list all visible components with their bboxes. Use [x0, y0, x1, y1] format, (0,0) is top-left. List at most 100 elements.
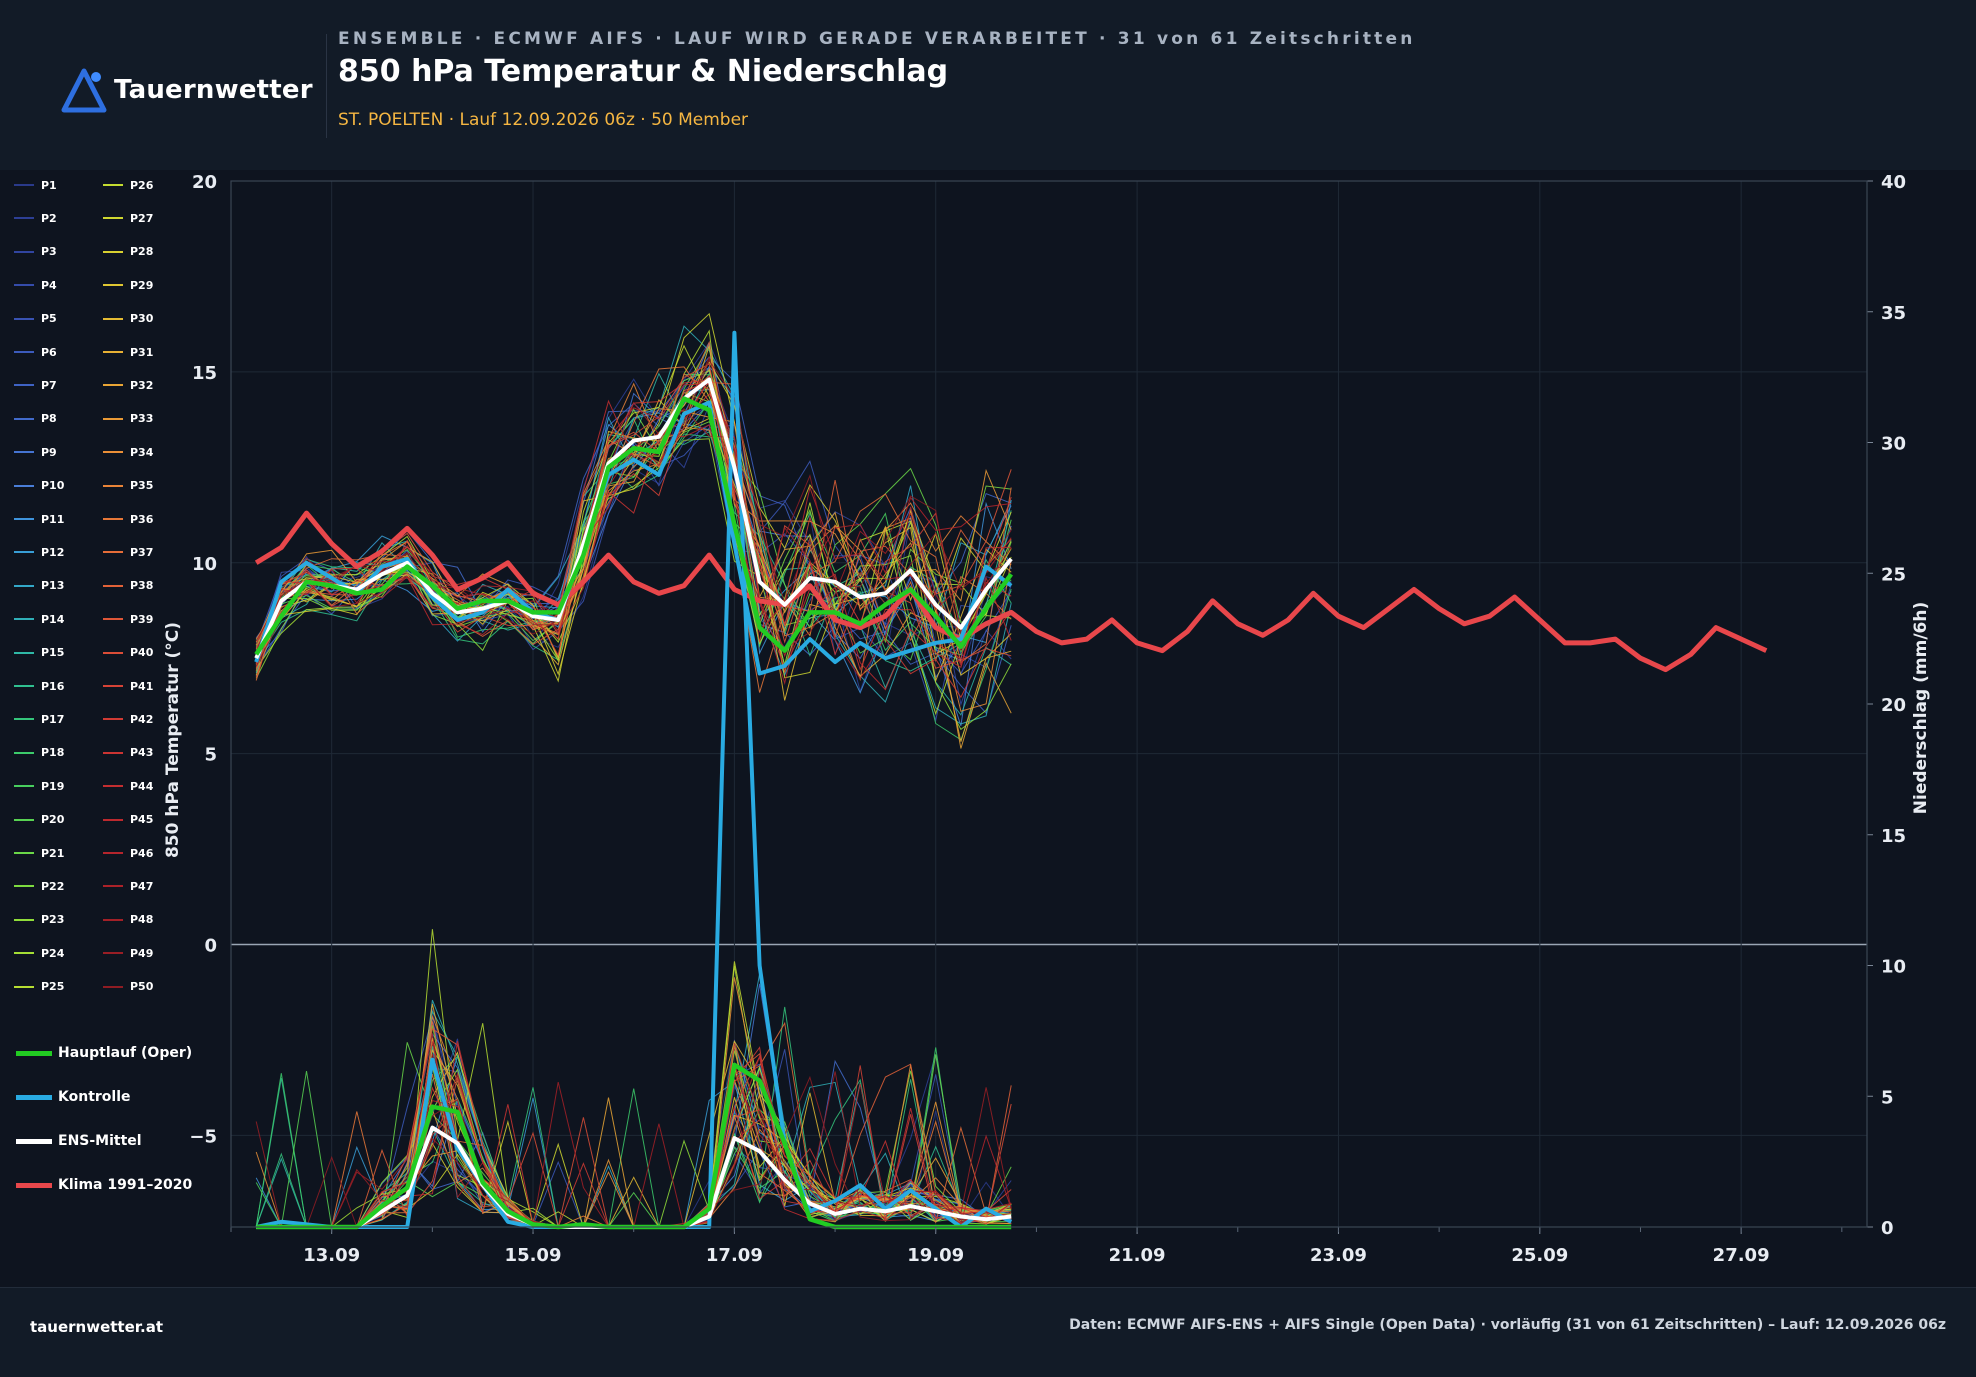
legend-swatch — [14, 584, 34, 587]
legend-swatch — [14, 818, 34, 821]
legend-item: P44 — [103, 779, 153, 793]
legend-swatch — [16, 1094, 52, 1100]
y-tick-label: 5 — [204, 745, 217, 766]
legend-swatch — [14, 317, 34, 320]
legend-item: P28 — [103, 245, 153, 259]
legend-label: P8 — [41, 412, 57, 426]
legend-label: Hauptlauf (Oper) — [58, 1045, 193, 1061]
y2-tick-label: 10 — [1881, 957, 1906, 978]
legend-label: P28 — [130, 245, 154, 259]
legend-swatch — [103, 985, 123, 988]
legend-swatch — [14, 918, 34, 921]
mean-temp-line — [254, 377, 1013, 660]
legend-swatch — [103, 417, 123, 420]
legend-label: P43 — [130, 746, 154, 760]
legend-item: P27 — [103, 211, 153, 225]
footer-site[interactable]: tauernwetter.at — [30, 1318, 164, 1336]
y2-tick-label: 0 — [1881, 1218, 1894, 1239]
member-temp-line-P34 — [255, 426, 1012, 712]
legend-swatch — [14, 250, 34, 253]
legend-swatch — [14, 718, 34, 721]
legend-label: P44 — [130, 779, 154, 793]
legend-item: P6 — [14, 345, 57, 359]
legend-item: P12 — [14, 545, 64, 559]
header-divider — [326, 34, 327, 138]
legend-item: P1 — [14, 178, 57, 192]
legend-swatch — [14, 952, 34, 955]
legend-item: P38 — [103, 579, 153, 593]
y-tick-label: −5 — [189, 1126, 217, 1147]
x-tick-label: 13.09 — [303, 1245, 360, 1266]
footer: tauernwetter.at Daten: ECMWF AIFS-ENS + … — [0, 1287, 1976, 1377]
oper-temp-line — [254, 396, 1014, 656]
legend-label: P4 — [41, 278, 57, 292]
y-tick-label: 20 — [192, 172, 217, 193]
member-temp-line-P36 — [255, 366, 1012, 693]
legend-item: P26 — [103, 178, 153, 192]
legend-item: P8 — [14, 412, 57, 426]
legend-label: P27 — [130, 211, 154, 225]
legend-label: P20 — [41, 813, 65, 827]
legend-item: P29 — [103, 278, 153, 292]
legend-label: P38 — [130, 579, 154, 593]
legend-label: P16 — [41, 679, 65, 693]
legend-label: P46 — [130, 846, 154, 860]
legend-item: P2 — [14, 211, 57, 225]
legend-item: P36 — [103, 512, 153, 526]
legend-swatch — [16, 1050, 52, 1056]
y-axis-label: 850 hPa Temperatur (°C) — [163, 622, 183, 858]
legend-item: P45 — [103, 813, 153, 827]
logo[interactable]: Tauernwetter — [60, 66, 313, 114]
legend-label: P33 — [130, 412, 154, 426]
member-temp-line-P14 — [255, 325, 1012, 725]
legend-swatch — [14, 785, 34, 788]
legend-swatch — [14, 417, 34, 420]
legend-swatch — [103, 952, 123, 955]
member-temp-line-P3 — [255, 403, 1012, 707]
member-temp-line-P45 — [255, 383, 1012, 667]
legend-swatch — [14, 451, 34, 454]
legend-swatch — [14, 351, 34, 353]
legend-label: P3 — [41, 245, 57, 259]
legend-swatch — [14, 518, 34, 520]
plot-area — [231, 181, 1867, 1227]
legend-label: Kontrolle — [58, 1089, 131, 1105]
legend-item: P32 — [103, 378, 153, 392]
logo-text: Tauernwetter — [114, 75, 313, 105]
legend-swatch — [103, 551, 123, 554]
legend-item: P31 — [103, 345, 153, 359]
y2-tick-label: 20 — [1881, 695, 1906, 716]
legend-item: P3 — [14, 245, 57, 259]
y-tick-label: 15 — [192, 363, 217, 384]
legend-item-oper: Hauptlauf (Oper) — [16, 1043, 192, 1063]
y2-tick-label: 35 — [1881, 303, 1906, 324]
legend-item: P15 — [14, 646, 64, 660]
y2-tick-label: 30 — [1881, 434, 1906, 455]
legend-swatch — [14, 184, 34, 186]
legend-swatch — [103, 284, 123, 287]
legend-label: P30 — [130, 312, 154, 326]
legend-swatch — [103, 785, 123, 788]
x-tick-label: 23.09 — [1310, 1245, 1367, 1266]
legend-item: P20 — [14, 813, 64, 827]
legend-item: P35 — [103, 479, 153, 493]
x-tick-label: 15.09 — [505, 1245, 562, 1266]
legend-item: P49 — [103, 946, 153, 960]
legend-swatch — [14, 384, 34, 387]
legend-swatch — [14, 751, 34, 754]
legend-label: P42 — [130, 712, 154, 726]
legend-item-mean: ENS-Mittel — [16, 1131, 142, 1151]
legend-label: P10 — [41, 479, 65, 493]
legend-item: P9 — [14, 445, 57, 459]
legend-item: P5 — [14, 312, 57, 326]
legend-item: P22 — [14, 879, 64, 893]
legend-item: P21 — [14, 846, 64, 860]
legend-swatch — [103, 651, 123, 654]
legend-item: P43 — [103, 746, 153, 760]
legend-item: P23 — [14, 913, 64, 927]
x-tick-label: 27.09 — [1713, 1245, 1770, 1266]
legend-label: P9 — [41, 445, 57, 459]
legend-item: P19 — [14, 779, 64, 793]
legend-item: P41 — [103, 679, 153, 693]
legend-swatch — [103, 184, 123, 186]
